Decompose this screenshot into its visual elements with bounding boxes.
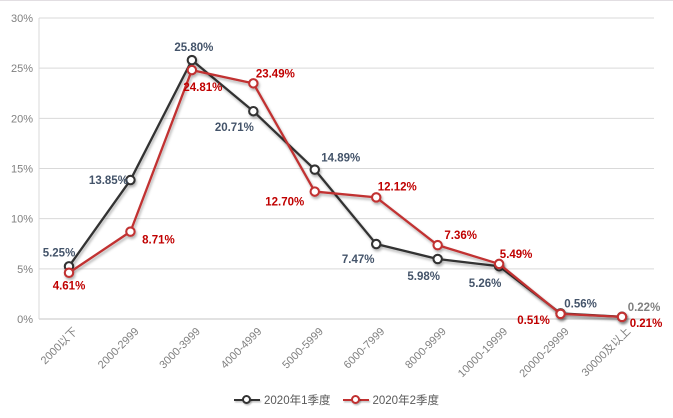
x-axis-category-label: 20000-29999 <box>517 326 571 380</box>
y-axis-tick-label: 0% <box>17 314 33 326</box>
data-point-marker[interactable] <box>370 192 382 203</box>
data-point-label: 7.36% <box>444 230 477 242</box>
data-point-label: 7.47% <box>342 254 375 266</box>
y-axis-tick-label: 30% <box>11 13 33 25</box>
data-point-marker[interactable] <box>309 164 321 175</box>
legend-label-q1: 2020年1季度 <box>264 395 331 407</box>
data-point-label: 0.21% <box>630 318 663 330</box>
x-axis-category-label: 8000-9999 <box>403 326 449 372</box>
data-point-marker[interactable] <box>432 253 443 265</box>
data-point-marker[interactable] <box>493 258 505 270</box>
x-axis-category-label: 2000以下 <box>39 326 80 367</box>
data-point-label: 24.81% <box>183 82 222 94</box>
data-point-label: 20.71% <box>215 122 254 134</box>
data-point-marker[interactable] <box>186 64 198 76</box>
data-point-label: 5.25% <box>43 247 76 259</box>
series-q1-line-marker-icon <box>234 395 261 405</box>
data-point-marker[interactable] <box>555 308 566 320</box>
legend-label-q2: 2020年2季度 <box>372 395 439 407</box>
data-point-marker[interactable] <box>309 186 321 197</box>
x-axis-category-label: 4000-4999 <box>219 326 265 372</box>
data-point-marker[interactable] <box>125 174 136 186</box>
y-axis-tick-label: 10% <box>11 214 33 226</box>
data-point-marker[interactable] <box>125 226 136 237</box>
data-point-label: 14.89% <box>321 153 360 165</box>
chart-legend: 2020年1季度 2020年2季度 <box>0 390 673 410</box>
data-point-label: 4.61% <box>53 281 86 293</box>
gridlines <box>39 17 654 320</box>
y-axis-tick-label: 15% <box>11 164 33 176</box>
data-point-marker[interactable] <box>616 311 628 323</box>
series-line-1[interactable] <box>68 68 623 319</box>
data-point-label: 5.26% <box>469 278 502 290</box>
y-axis-tick-label: 5% <box>17 264 33 276</box>
y-axis-tick-label: 25% <box>11 63 33 75</box>
y-axis-tick-label: 20% <box>11 113 33 125</box>
legend-item-2020-q2[interactable]: 2020年2季度 <box>342 392 439 408</box>
data-point-label: 12.70% <box>265 197 304 209</box>
data-point-label: 5.98% <box>407 271 440 283</box>
x-axis-category-label: 6000-7999 <box>342 326 388 372</box>
x-axis-category-label: 2000-2999 <box>96 326 142 372</box>
data-point-label: 12.12% <box>378 181 417 193</box>
data-point-marker[interactable] <box>370 238 382 250</box>
x-axis-category-label: 3000-3999 <box>157 326 203 372</box>
data-point-marker[interactable] <box>248 105 259 117</box>
series-lines <box>63 54 628 323</box>
data-point-label: 25.80% <box>174 42 213 54</box>
data-point-marker[interactable] <box>186 54 198 66</box>
series-line-0[interactable] <box>68 58 623 318</box>
data-point-marker[interactable] <box>248 78 259 89</box>
x-axis-category-label: 5000-5999 <box>280 326 326 372</box>
series-group-1 <box>63 64 628 323</box>
x-axis-category-label: 10000-19999 <box>456 326 510 380</box>
data-point-label: 0.22% <box>628 302 661 314</box>
series-q2-line-marker-icon <box>342 395 369 405</box>
data-point-label: 13.85% <box>89 175 128 187</box>
x-axis-category-label: 30000及以上 <box>579 325 633 379</box>
series-group-0 <box>63 54 628 323</box>
data-point-label: 0.51% <box>517 315 550 327</box>
data-point-label: 5.49% <box>500 249 533 261</box>
data-point-label: 0.56% <box>564 298 597 310</box>
legend-item-2020-q1[interactable]: 2020年1季度 <box>234 392 331 408</box>
data-point-marker[interactable] <box>63 267 75 278</box>
data-point-label: 8.71% <box>142 235 175 247</box>
data-point-marker[interactable] <box>432 239 443 251</box>
data-point-label: 23.49% <box>256 68 295 80</box>
data-labels: 5.25% 13.85% 25.80% 20.71% 14.89% 7.47% 5.98% 5… <box>43 42 663 330</box>
